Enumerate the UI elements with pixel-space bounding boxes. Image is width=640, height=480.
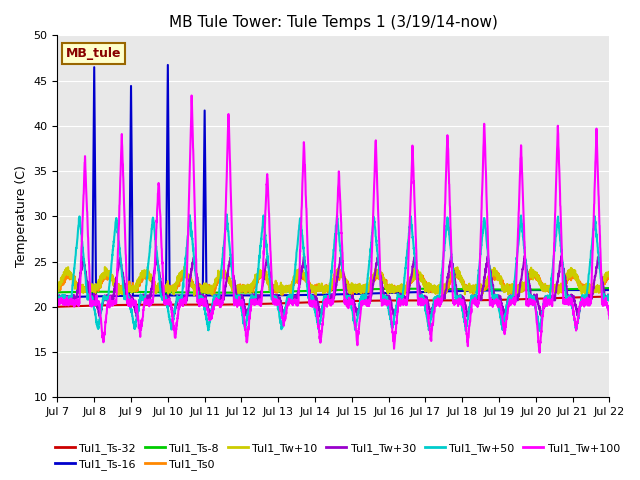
Legend: Tul1_Ts-32, Tul1_Ts-16, Tul1_Ts-8, Tul1_Ts0, Tul1_Tw+10, Tul1_Tw+30, Tul1_Tw+50,: Tul1_Ts-32, Tul1_Ts-16, Tul1_Ts-8, Tul1_… [51,438,625,474]
Title: MB Tule Tower: Tule Temps 1 (3/19/14-now): MB Tule Tower: Tule Temps 1 (3/19/14-now… [169,15,498,30]
Y-axis label: Temperature (C): Temperature (C) [15,166,28,267]
Text: MB_tule: MB_tule [66,47,121,60]
